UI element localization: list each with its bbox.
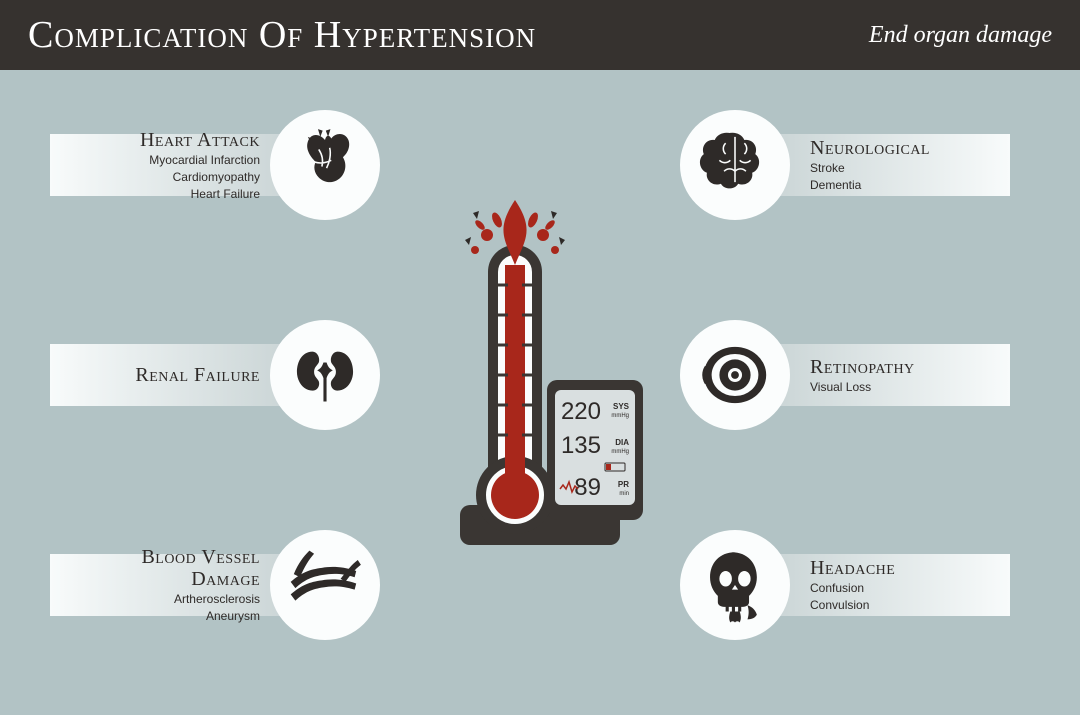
complication-item: Retinopathy Visual Loss [680,320,1010,430]
kidneys-icon [270,320,380,430]
complication-item: Renal Failure [50,320,380,430]
bp-monitor-graphic: 220 135 89 SYS mmHg DIA mmHg PR min [425,195,655,555]
complication-item: Blood Vessel Damage Artherosclerosis Aneur… [50,530,380,640]
complication-subtext: Confusion [810,581,864,596]
complication-label-bar: Headache Confusion Convulsion [760,554,1010,616]
complication-item: Heart Attack Myocardial Infarction Cardiom… [50,110,380,220]
complication-item: Headache Confusion Convulsion [680,530,1010,640]
complication-subtext: Cardiomyopathy [173,170,260,185]
heart-icon [270,110,380,220]
complication-title: Retinopathy [810,356,915,378]
header-bar: Complication Of Hypertension End organ d… [0,0,1080,70]
svg-text:89: 89 [574,474,601,501]
vessel-icon [270,530,380,640]
complication-label-bar: Retinopathy Visual Loss [760,344,1010,406]
svg-text:DIA: DIA [615,438,629,447]
complication-subtext: Dementia [810,178,861,193]
complication-item: Neurological Stroke Dementia [680,110,1010,220]
complication-label-bar: Renal Failure [50,344,300,406]
svg-text:SYS: SYS [613,402,630,411]
complication-subtext: Artherosclerosis [174,592,260,607]
page-subtitle: End organ damage [869,22,1052,49]
complication-title: Heart Attack [140,129,260,151]
complication-subtext: Visual Loss [810,380,871,395]
svg-text:PR: PR [618,480,629,489]
complication-title: Blood Vessel Damage [70,546,260,590]
complication-subtext: Myocardial Infarction [149,153,260,168]
svg-text:135: 135 [561,432,601,459]
skull-icon [680,530,790,640]
svg-text:220: 220 [561,398,601,425]
complication-title: Headache [810,557,895,579]
svg-text:min: min [619,491,629,497]
complication-subtext: Convulsion [810,598,869,613]
complication-label-bar: Neurological Stroke Dementia [760,134,1010,196]
svg-text:mmHg: mmHg [611,413,629,419]
page-title: Complication Of Hypertension [28,13,536,57]
complication-label-bar: Heart AttackMyocardial InfarctionCardiom… [50,134,300,196]
complication-subtext: Aneurysm [206,609,260,624]
complication-label-bar: Blood Vessel DamageArtherosclerosisAneur… [50,554,300,616]
infographic-canvas: 220 135 89 SYS mmHg DIA mmHg PR min [0,70,1080,715]
complication-title: Neurological [810,137,930,159]
complication-title: Renal Failure [135,364,260,386]
eye-icon [680,320,790,430]
complication-subtext: Stroke [810,161,845,176]
brain-icon [680,110,790,220]
complication-subtext: Heart Failure [191,187,260,202]
svg-text:mmHg: mmHg [611,449,629,455]
